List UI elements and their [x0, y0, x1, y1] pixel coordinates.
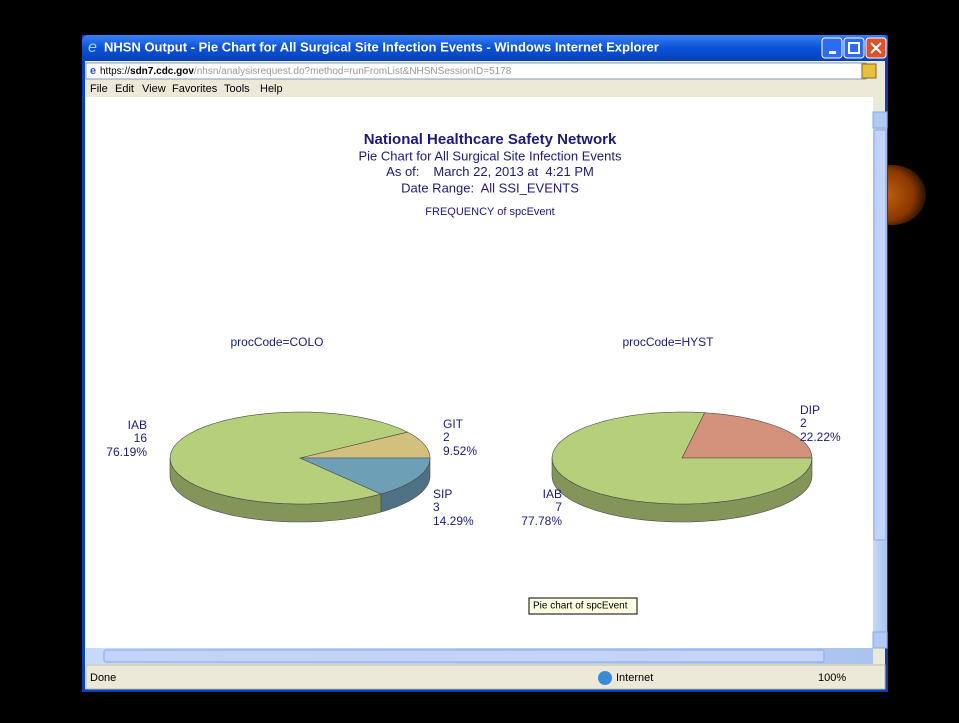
- minimize-button[interactable]: [821, 37, 843, 59]
- slice-count: 2: [443, 430, 450, 444]
- content-area: [86, 97, 873, 648]
- slice-count: 2: [800, 416, 807, 430]
- slice-category: DIP: [800, 403, 820, 417]
- h-scroll-thumb[interactable]: [103, 649, 825, 663]
- chart-title: procCode=COLO: [230, 335, 323, 349]
- scroll-down[interactable]: [872, 631, 888, 649]
- slice-count: 7: [555, 500, 562, 514]
- zone-icon: [598, 671, 612, 685]
- report-subtitle: Pie Chart for All Surgical Site Infectio…: [358, 148, 622, 163]
- report-title: National Healthcare Safety Network: [364, 131, 617, 148]
- maximize-glyph: [848, 42, 860, 54]
- slice-percent: 9.52%: [443, 444, 477, 458]
- page-icon: e: [90, 65, 96, 77]
- pie-slice: [681, 412, 813, 459]
- status-bar: [85, 664, 886, 690]
- slice-category: IAB: [128, 418, 147, 432]
- scroll-thumb[interactable]: [873, 129, 887, 541]
- slice-category: GIT: [443, 417, 464, 431]
- report-as-of: As of: March 22, 2013 at 4:21 PM: [386, 164, 594, 179]
- menu-item[interactable]: Edit: [115, 83, 134, 95]
- lock-icon: [861, 63, 877, 79]
- menu-bar: File Edit View Favorites Tools Help: [90, 83, 283, 95]
- slice-percent: 77.78%: [521, 514, 562, 528]
- scroll-up[interactable]: [872, 111, 888, 129]
- report-statistic: FREQUENCY of spcEvent: [425, 206, 554, 218]
- status-text: Done: [90, 672, 116, 684]
- slice-percent: 22.22%: [800, 430, 841, 444]
- ie-icon: e: [88, 39, 97, 56]
- tooltip: Pie chart of spcEvent: [533, 601, 628, 612]
- status-zoom: 100%: [818, 672, 846, 684]
- pie-slice: [551, 411, 813, 505]
- report-date-range: Date Range: All SSI_EVENTS: [401, 180, 579, 195]
- tooltip-box: [528, 597, 638, 615]
- url-host: sdn7.cdc.gov: [130, 66, 194, 77]
- slice-category: SIP: [433, 487, 452, 501]
- window-title: NHSN Output - Pie Chart for All Surgical…: [104, 39, 659, 54]
- url-path: /nhsn/analysisrequest.do?method=runFromL…: [194, 66, 512, 77]
- close-glyph: [870, 42, 882, 54]
- maximize-button[interactable]: [843, 37, 865, 59]
- menu-item[interactable]: Help: [260, 83, 283, 95]
- menu-item[interactable]: View: [142, 83, 166, 95]
- slice-percent: 14.29%: [433, 514, 474, 528]
- status-zone: Internet: [616, 672, 653, 684]
- minimize-glyph: [829, 51, 836, 54]
- menu-item[interactable]: Tools: [224, 83, 250, 95]
- pie-slice: [299, 457, 431, 495]
- pie-slice: [299, 431, 431, 459]
- as-of-date: March 22, 2013 at 4:21 PM: [433, 164, 593, 179]
- url-scheme: https://: [100, 66, 130, 77]
- pie-slice: [169, 411, 409, 505]
- slice-percent: 76.19%: [106, 445, 147, 459]
- address-text: https://sdn7.cdc.gov/nhsn/analysisreques…: [100, 66, 512, 77]
- title-bar: [82, 35, 888, 61]
- menu-item[interactable]: File: [90, 83, 108, 95]
- slice-count: 3: [433, 500, 440, 514]
- slice-category: IAB: [543, 487, 562, 501]
- as-of-label: As of:: [386, 164, 419, 179]
- menu-item[interactable]: Favorites: [172, 83, 218, 95]
- chart-title: procCode=HYST: [622, 335, 714, 349]
- slice-count: 16: [134, 431, 148, 445]
